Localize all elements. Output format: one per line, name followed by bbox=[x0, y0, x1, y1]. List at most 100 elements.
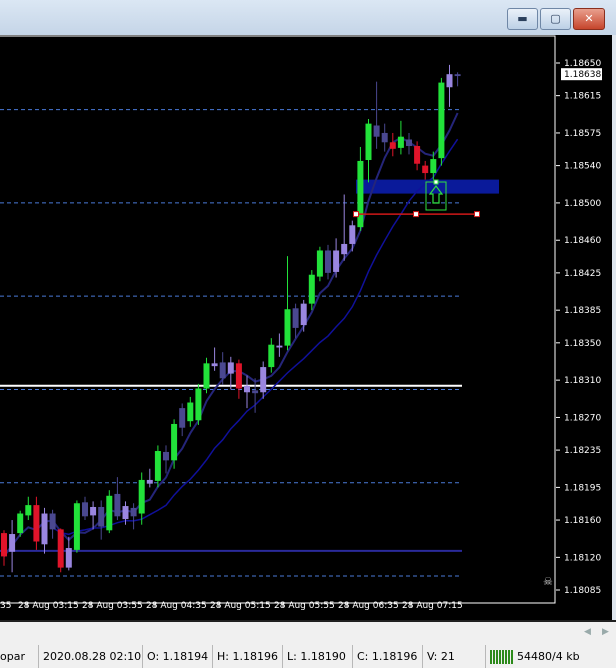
status-profile: opar bbox=[0, 650, 25, 663]
candle-body[interactable] bbox=[268, 344, 275, 368]
scroll-right-icon[interactable]: ▶ bbox=[602, 627, 609, 637]
candle-body[interactable] bbox=[316, 250, 323, 277]
price-tick-label: 1.18575 bbox=[564, 129, 601, 139]
candle-body[interactable] bbox=[163, 451, 169, 461]
candle-body[interactable] bbox=[349, 225, 356, 244]
maximize-icon: ▢ bbox=[550, 12, 561, 25]
candle-body[interactable] bbox=[414, 146, 421, 164]
candle-body[interactable] bbox=[252, 390, 259, 394]
candle-body[interactable] bbox=[106, 495, 113, 531]
candle-body[interactable] bbox=[130, 507, 137, 517]
marker-handle[interactable] bbox=[433, 179, 439, 185]
candle-body[interactable] bbox=[422, 165, 429, 174]
candle-body[interactable] bbox=[227, 362, 234, 374]
candle-body[interactable] bbox=[381, 132, 388, 143]
connection-bars-icon bbox=[490, 650, 514, 664]
candle-body[interactable] bbox=[244, 385, 250, 393]
candle-body[interactable] bbox=[397, 136, 404, 148]
candle-body[interactable] bbox=[90, 506, 97, 516]
time-tick-label: 28 Aug 05:15 bbox=[210, 601, 271, 611]
time-tick-label: 28 Aug 05:55 bbox=[274, 601, 335, 611]
candle-body[interactable] bbox=[122, 506, 129, 520]
time-tick-label: 28 Aug 07:15 bbox=[402, 601, 463, 611]
candle-body[interactable] bbox=[57, 529, 64, 568]
status-close: C: 1.18196 bbox=[352, 645, 417, 668]
close-button[interactable]: ✕ bbox=[573, 8, 605, 30]
candle-body[interactable] bbox=[333, 250, 340, 272]
trendline-handle[interactable] bbox=[353, 211, 359, 218]
candle-body[interactable] bbox=[41, 513, 48, 545]
price-tick-label: 1.18540 bbox=[564, 162, 601, 172]
candle-body[interactable] bbox=[73, 503, 80, 550]
price-tick-label: 1.18615 bbox=[564, 92, 601, 102]
candle-body[interactable] bbox=[9, 534, 16, 552]
time-tick-label: 28 Aug 06:35 bbox=[338, 601, 399, 611]
candle-body[interactable] bbox=[146, 479, 153, 484]
candle-body[interactable] bbox=[389, 142, 396, 149]
minimize-icon: ▬ bbox=[517, 12, 528, 25]
candle-body[interactable] bbox=[284, 309, 291, 346]
candle-body[interactable] bbox=[82, 502, 88, 517]
price-tick-label: 1.18310 bbox=[564, 376, 601, 386]
price-chart[interactable]: 1.18650 1.18615 1.18575 1.18540 1.18500 1.184… bbox=[0, 35, 612, 620]
candle-body[interactable] bbox=[171, 423, 178, 461]
status-volume: V: 21 bbox=[422, 645, 455, 668]
candle-body[interactable] bbox=[33, 505, 40, 542]
supply-demand-zone[interactable] bbox=[356, 179, 499, 194]
candle-body[interactable] bbox=[357, 160, 364, 228]
trendline-handle[interactable] bbox=[413, 211, 419, 218]
candle-body[interactable] bbox=[365, 123, 372, 161]
candle-body[interactable] bbox=[211, 363, 218, 367]
minimize-button[interactable]: ▬ bbox=[507, 8, 538, 30]
scroll-left-icon[interactable]: ◀ bbox=[584, 627, 591, 637]
moving-average-slow-line bbox=[52, 138, 459, 536]
status-low: L: 1.18190 bbox=[282, 645, 346, 668]
plot-border bbox=[0, 35, 556, 604]
price-tick-label: 1.18350 bbox=[564, 339, 601, 349]
candle-body[interactable] bbox=[187, 402, 194, 422]
candle-body[interactable] bbox=[49, 513, 56, 530]
candle-body[interactable] bbox=[292, 308, 299, 328]
candle-body[interactable] bbox=[406, 139, 412, 147]
candle-body[interactable] bbox=[138, 479, 145, 514]
candle-body[interactable] bbox=[446, 74, 453, 88]
candle-body[interactable] bbox=[438, 82, 445, 159]
horizontal-scroll-area[interactable]: ◀ ▶ bbox=[0, 620, 616, 646]
price-tick-label: 1.18650 bbox=[564, 59, 601, 69]
candle-body[interactable] bbox=[219, 362, 226, 379]
candle-body[interactable] bbox=[65, 548, 72, 568]
candle-body[interactable] bbox=[373, 125, 380, 137]
time-tick-label: 28 Aug 03:15 bbox=[18, 601, 79, 611]
candle-body[interactable] bbox=[454, 74, 461, 77]
current-price-label: 1.18638 bbox=[564, 70, 601, 80]
candle-body[interactable] bbox=[203, 363, 210, 389]
price-tick-label: 1.18235 bbox=[564, 446, 601, 456]
maximize-button[interactable]: ▢ bbox=[540, 8, 571, 30]
price-tick-label: 1.18195 bbox=[564, 483, 601, 493]
moving-average-fast-line bbox=[3, 112, 459, 558]
candle-body[interactable] bbox=[325, 250, 331, 273]
status-connection: 54480/4 kb bbox=[485, 645, 580, 668]
candle-body[interactable] bbox=[276, 345, 283, 348]
candle-body[interactable] bbox=[235, 363, 242, 389]
candle-body[interactable] bbox=[300, 303, 307, 326]
candle-body[interactable] bbox=[308, 274, 315, 304]
candle-body[interactable] bbox=[1, 533, 7, 557]
candle-body[interactable] bbox=[17, 513, 24, 534]
candle-body[interactable] bbox=[114, 493, 121, 517]
chart-canvas[interactable]: 1.18650 1.18615 1.18575 1.18540 1.18500 1.184… bbox=[0, 35, 612, 620]
status-open: O: 1.18194 bbox=[142, 645, 208, 668]
candle-body[interactable] bbox=[179, 408, 186, 428]
candle-body[interactable] bbox=[195, 388, 202, 421]
price-tick-label: 1.18425 bbox=[564, 269, 601, 279]
candle-body[interactable] bbox=[260, 367, 267, 393]
candle-body[interactable] bbox=[98, 506, 105, 527]
window-titlebar: ▬ ▢ ✕ bbox=[0, 0, 616, 35]
price-tick-label: 1.18460 bbox=[564, 236, 601, 246]
candle-body[interactable] bbox=[341, 243, 348, 255]
status-bar: opar 2020.08.28 02:10 O: 1.18194 H: 1.18… bbox=[0, 645, 616, 668]
candle-body[interactable] bbox=[154, 451, 161, 481]
candle-body[interactable] bbox=[25, 505, 32, 516]
trendline-handle[interactable] bbox=[474, 211, 480, 218]
candle-body[interactable] bbox=[430, 159, 437, 174]
